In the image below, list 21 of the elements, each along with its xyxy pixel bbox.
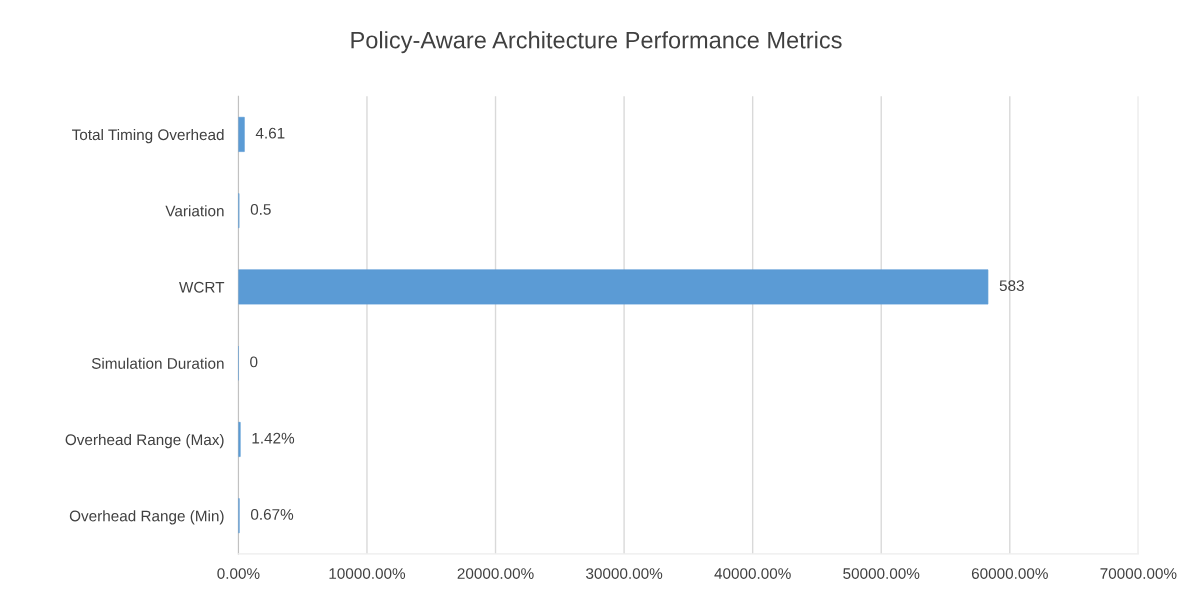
data-label: 0 [250, 356, 258, 368]
x-tick-label: 10000.00% [329, 568, 406, 579]
x-tick-label: 70000.00% [1100, 568, 1177, 579]
x-tick-label: 0.00% [217, 568, 260, 579]
x-tick-label: 30000.00% [586, 568, 663, 579]
data-label: 583 [999, 280, 1024, 292]
y-tick-label: Total Timing Overhead [72, 128, 224, 144]
y-tick-label: Variation [165, 205, 224, 217]
x-tick-label: 50000.00% [843, 568, 920, 579]
y-tick-label: Simulation Duration [91, 357, 224, 369]
y-tick-label: Overhead Range (Min) [69, 510, 224, 525]
x-tick-label: 60000.00% [971, 568, 1048, 579]
y-tick-label: Overhead Range (Max) [65, 433, 224, 449]
data-label: 0.67% [250, 509, 294, 520]
data-label: 1.42% [252, 432, 295, 444]
chart-title: Policy-Aware Architecture Performance Metrics [351, 31, 842, 54]
y-tick-label: WCRT [179, 281, 225, 293]
x-tick-label: 20000.00% [457, 568, 534, 579]
x-tick-label: 40000.00% [714, 568, 791, 579]
data-label: 4.61 [255, 127, 285, 139]
data-label: 0.5 [250, 203, 271, 215]
